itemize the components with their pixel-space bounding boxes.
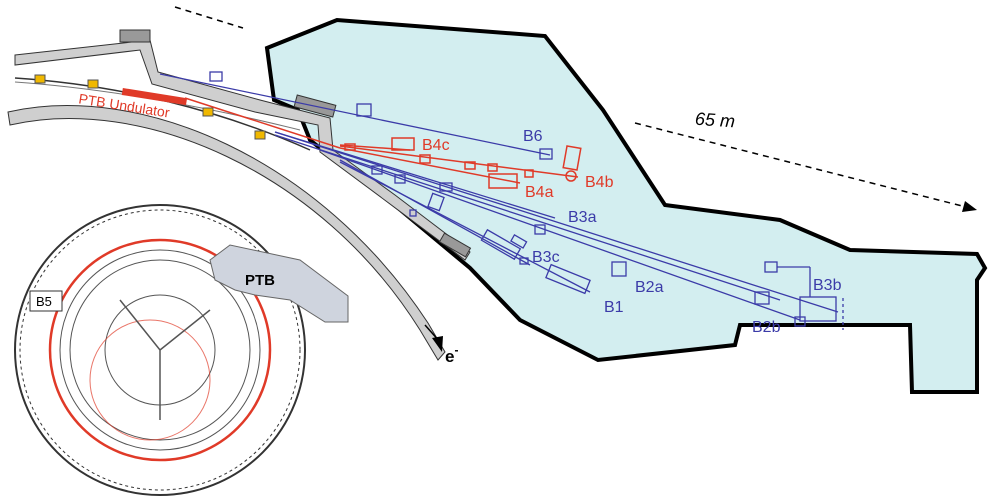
b3a-component: [427, 192, 445, 212]
beamline-b3a-line: [274, 131, 556, 219]
b4-component: [419, 154, 431, 164]
b3a-component: [439, 182, 453, 192]
b1-component: [545, 263, 591, 295]
dipole-magnet: [87, 79, 99, 89]
dipole-magnet: [34, 74, 46, 84]
ptb-undulator: [121, 88, 188, 106]
wall-block: [119, 29, 151, 43]
storage-ring-overview: [14, 204, 349, 496]
shielding-wall: [14, 39, 471, 261]
beamline-label-b4c: B4c: [422, 137, 450, 154]
ptb-building: [209, 244, 349, 323]
ptb-label: PTB: [245, 272, 275, 289]
beamline-label-b4b: B4b: [585, 174, 614, 191]
b3b-component: [754, 291, 770, 305]
b4c-component: [391, 137, 415, 151]
beamline-label-b2b: B2b: [752, 319, 781, 336]
wall-block: [438, 232, 472, 258]
beamline-label-b4a: B4a: [525, 184, 554, 201]
b2b-component: [794, 316, 806, 327]
b4-component: [464, 161, 476, 170]
b3b-endstation: [799, 296, 837, 322]
electron-arrowhead: [432, 336, 443, 352]
beamline-b4c-line: [339, 144, 411, 151]
red-beamlines: [184, 97, 582, 189]
electron-symbol: e: [445, 347, 454, 366]
experimental-hall: [264, 17, 988, 394]
b3a-component: [534, 224, 546, 235]
electron-charge: -: [454, 343, 458, 357]
b5-label-box: [29, 290, 63, 312]
beamline-component: [394, 174, 406, 184]
b6-component: [209, 71, 223, 82]
dipole-magnet: [254, 130, 266, 140]
dashed-line-top: [174, 6, 244, 29]
b3c-component: [510, 234, 528, 249]
b6-component: [539, 148, 553, 160]
blue-beamlines: [159, 71, 844, 330]
b4-component: [524, 169, 534, 178]
beamline-component: [371, 165, 383, 175]
distance-label: 65 m: [694, 109, 735, 132]
beamline-component: [409, 209, 417, 217]
b4-component: [487, 163, 498, 172]
b3c-component: [480, 228, 522, 261]
beamline-label-b3b: B3b: [813, 277, 842, 294]
dipole-magnet: [202, 107, 214, 117]
b2a-component: [611, 261, 627, 277]
beamline-b6-line: [159, 73, 551, 156]
beamline-b4-line: [184, 97, 341, 149]
beamline-b4a-line: [339, 147, 521, 184]
beamline-b2a-line: [274, 134, 781, 301]
b6-component: [356, 103, 372, 117]
storage-ring-arc: [7, 105, 446, 361]
b5-label: B5: [36, 294, 52, 309]
b4b-component: [562, 145, 582, 171]
beamline-label-b1: B1: [604, 299, 624, 316]
b4b-chamber: [565, 170, 577, 182]
beamline-b4b-line: [339, 145, 579, 178]
beamline-label-b6: B6: [523, 128, 543, 145]
distance-dashed-arrow: [634, 122, 971, 209]
electron-label: e-: [445, 343, 458, 366]
beamline-b3c-line: [339, 159, 531, 266]
beamline-component: [519, 257, 529, 265]
b4a-component: [488, 173, 518, 189]
beamline-b3b-line: [274, 131, 839, 313]
beamline-b2b-line: [319, 149, 801, 321]
distance-arrowhead: [962, 201, 977, 212]
beamline-label-b2a: B2a: [635, 279, 664, 296]
beamline-label-b3c: B3c: [532, 249, 560, 266]
b4-component: [344, 143, 356, 151]
beamline-label-b3a: B3a: [568, 209, 597, 226]
